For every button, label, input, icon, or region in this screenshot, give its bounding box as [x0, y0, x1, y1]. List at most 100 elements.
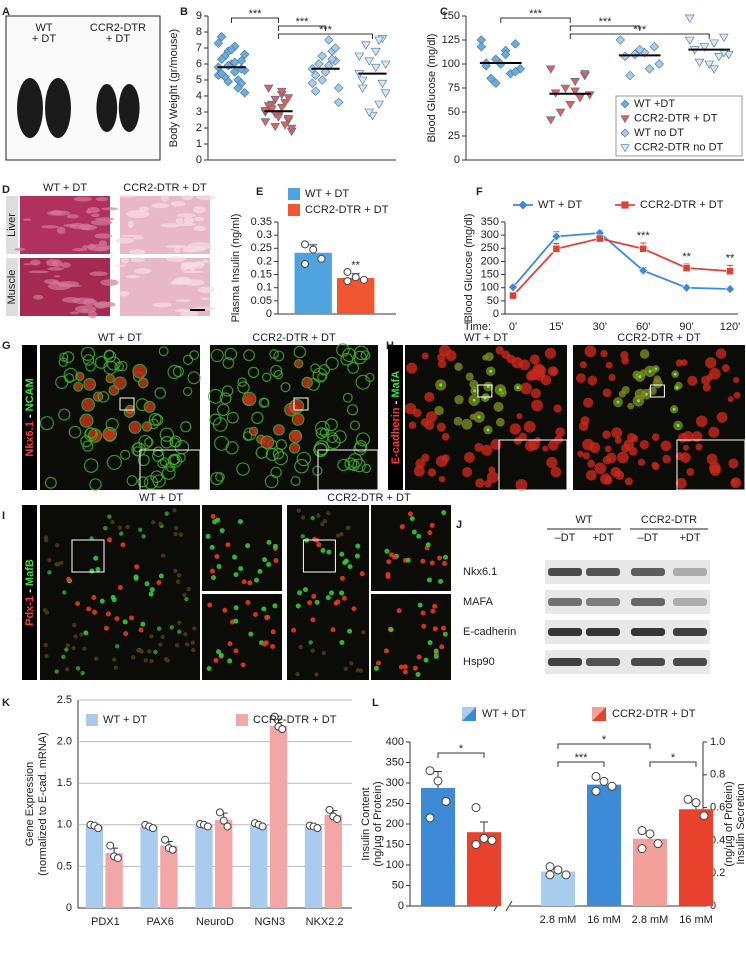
- replicate-point: [270, 712, 279, 721]
- legend-label: CCR2-DTR + DT: [634, 112, 718, 124]
- tissue-texture: [94, 302, 107, 309]
- data-point: [263, 84, 274, 93]
- cell: [524, 439, 537, 452]
- cell: [580, 416, 590, 426]
- cell: [708, 367, 721, 380]
- data-point: [491, 78, 501, 88]
- legend-swatch: [621, 201, 629, 209]
- cell: [354, 345, 369, 361]
- legend-swatch: [518, 200, 528, 210]
- data-point: [310, 70, 321, 80]
- tissue-texture: [72, 297, 96, 305]
- data-point: [324, 35, 334, 45]
- cell: [126, 475, 138, 487]
- significance-bracket: [569, 25, 641, 31]
- nucleus: [192, 626, 197, 631]
- nucleus: [184, 642, 190, 647]
- cell: [453, 416, 463, 426]
- significance-bracket: [557, 761, 605, 767]
- nucleus: [263, 640, 269, 646]
- nucleus: [396, 608, 402, 614]
- data-point: [239, 88, 250, 98]
- granule: [638, 375, 642, 379]
- significance-label: ***: [296, 16, 310, 28]
- tissue-texture: [119, 290, 130, 297]
- cell: [352, 458, 366, 473]
- replicate-point: [94, 824, 103, 833]
- legend-label: WT +DT: [634, 98, 675, 110]
- nucleus: [262, 557, 268, 563]
- data-point: [216, 54, 227, 64]
- nucleus: [184, 597, 189, 602]
- cell: [113, 376, 127, 390]
- y-tick-label: 6: [196, 58, 202, 70]
- y-tick-label: 8: [196, 26, 202, 38]
- cell: [439, 344, 451, 357]
- cell: [733, 376, 740, 383]
- nucleus: [257, 568, 263, 574]
- blot-band: [631, 658, 665, 666]
- nucleus: [43, 643, 48, 648]
- x-axis-prefix: Time:: [464, 321, 491, 333]
- stain-strip: [22, 345, 37, 490]
- nucleus: [407, 511, 413, 517]
- cell: [265, 447, 279, 462]
- nucleus: [160, 553, 166, 558]
- data-point: [486, 73, 496, 84]
- cell: [515, 479, 528, 491]
- nucleus: [266, 539, 272, 545]
- nucleus: [375, 660, 381, 666]
- nucleus: [140, 621, 146, 627]
- cell: [412, 408, 422, 418]
- cell: [427, 468, 437, 477]
- cell: [337, 458, 350, 472]
- cell: [317, 372, 327, 382]
- data-point: [230, 67, 240, 77]
- data-point: [509, 291, 517, 300]
- nucleus: [129, 615, 135, 621]
- photo-label: + DT: [106, 33, 130, 45]
- cell: [159, 427, 174, 442]
- nucleus: [83, 630, 89, 636]
- nucleus: [264, 614, 270, 620]
- nucleus: [172, 508, 177, 513]
- cell: [344, 457, 358, 471]
- data-point: [704, 60, 715, 69]
- legend-swatch: [620, 99, 630, 109]
- nucleus: [328, 590, 334, 596]
- blot-band: [586, 598, 620, 606]
- cell: [365, 372, 375, 383]
- stain-strip: [388, 345, 403, 490]
- data-point: [314, 59, 324, 69]
- line: [512, 237, 731, 297]
- data-point: [595, 234, 604, 243]
- replicate-point: [343, 277, 352, 286]
- nucleus: [347, 564, 353, 570]
- cell: [143, 400, 156, 413]
- cell: [315, 427, 328, 439]
- cell: [544, 347, 557, 359]
- nucleus: [233, 618, 239, 624]
- nucleus: [158, 521, 163, 526]
- cell: [639, 349, 650, 359]
- nucleus: [164, 511, 169, 516]
- legend-label: CCR2-DTR + DT: [640, 199, 724, 211]
- cell: [81, 397, 96, 412]
- nucleus: [80, 670, 85, 676]
- y-tick-label: 0.2: [257, 255, 272, 267]
- data-point: [216, 32, 227, 42]
- data-point: [283, 94, 294, 103]
- nucleus: [415, 672, 421, 678]
- data-point: [267, 105, 277, 114]
- nucleus: [233, 648, 239, 654]
- replicate-point: [607, 781, 617, 791]
- y-tick-label: 50: [448, 106, 460, 118]
- tissue-texture: [151, 203, 170, 209]
- nucleus: [420, 558, 426, 564]
- cell: [454, 362, 463, 372]
- nucleus: [125, 524, 130, 530]
- nucleus: [86, 606, 92, 612]
- cell: [150, 470, 163, 483]
- cell: [516, 413, 523, 420]
- nucleus: [439, 644, 445, 650]
